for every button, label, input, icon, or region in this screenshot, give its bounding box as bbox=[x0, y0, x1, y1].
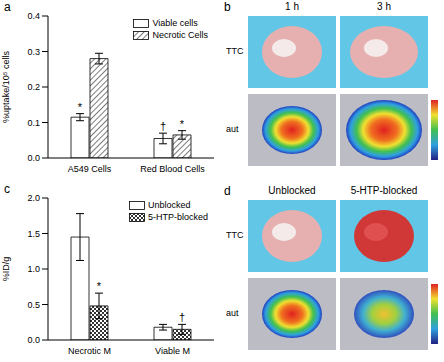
svg-text:0.0: 0.0 bbox=[27, 335, 40, 345]
svg-text:1.5: 1.5 bbox=[27, 229, 40, 239]
svg-text:†: † bbox=[179, 311, 185, 323]
svg-text:0.2: 0.2 bbox=[27, 82, 40, 92]
svg-text:Red Blood Cells: Red Blood Cells bbox=[140, 164, 205, 174]
html-text:Unblocked: Unblocked bbox=[148, 200, 191, 210]
svg-text:†: † bbox=[160, 120, 166, 132]
svg-text:Necrotic M: Necrotic M bbox=[68, 346, 111, 356]
html-text:aut: aut bbox=[226, 308, 239, 318]
html-text:b: b bbox=[224, 0, 231, 14]
html-text:5-HTP-blocked: 5-HTP-blocked bbox=[148, 212, 208, 222]
svg-text:%ID/g: %ID/g bbox=[1, 257, 11, 282]
svg-text:0.5: 0.5 bbox=[27, 300, 40, 310]
svg-text:0.1: 0.1 bbox=[27, 118, 40, 128]
html-text:TTC: TTC bbox=[226, 230, 244, 240]
html-text:1 h: 1 h bbox=[285, 1, 299, 12]
svg-text:0.0: 0.0 bbox=[27, 153, 40, 163]
svg-text:0.3: 0.3 bbox=[27, 47, 40, 57]
svg-text:A549 Cells: A549 Cells bbox=[68, 164, 112, 174]
svg-text:*: * bbox=[97, 280, 102, 292]
html-text:Necrotic Cells: Necrotic Cells bbox=[152, 30, 208, 40]
html-text:aut: aut bbox=[226, 124, 239, 134]
html-text:d: d bbox=[224, 184, 231, 198]
html-text:3 h: 3 h bbox=[377, 1, 391, 12]
html-text:c: c bbox=[4, 182, 10, 196]
svg-text:*: * bbox=[78, 101, 83, 113]
svg-text:2.0: 2.0 bbox=[27, 193, 40, 203]
html-text:5-HTP-blocked: 5-HTP-blocked bbox=[350, 185, 418, 196]
svg-text:%uptake/10⁵ cells: %uptake/10⁵ cells bbox=[1, 51, 11, 123]
svg-text:1.0: 1.0 bbox=[27, 264, 40, 274]
html-text:Unblocked: Unblocked bbox=[268, 185, 316, 196]
svg-text:*: * bbox=[180, 118, 185, 130]
html-text:TTC: TTC bbox=[226, 46, 244, 56]
svg-text:Viable M: Viable M bbox=[155, 346, 190, 356]
svg-text:0.4: 0.4 bbox=[27, 11, 40, 21]
html-text:a: a bbox=[4, 0, 11, 14]
html-text:Viable cells: Viable cells bbox=[152, 18, 198, 28]
